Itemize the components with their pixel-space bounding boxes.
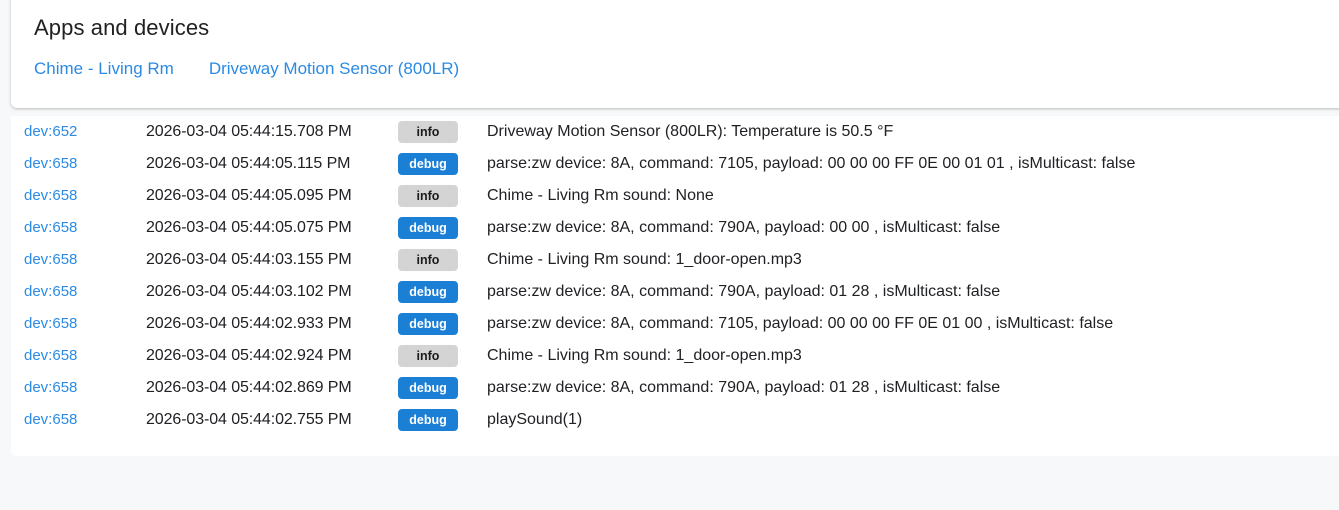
log-source-cell: dev:658 [11, 276, 146, 308]
log-source-cell: dev:658 [11, 404, 146, 436]
log-level-cell: info [398, 244, 478, 276]
log-message: parse:zw device: 8A, command: 7105, payl… [487, 155, 1136, 172]
log-source-link[interactable]: dev:652 [24, 123, 78, 140]
log-message: parse:zw device: 8A, command: 7105, payl… [487, 315, 1114, 332]
table-row[interactable]: dev:658 2026-03-04 05:44:02.933 PM debug pa… [11, 308, 1339, 340]
log-source-cell: dev:658 [11, 180, 146, 212]
log-message: parse:zw device: 8A, command: 790A, payl… [487, 283, 1001, 300]
log-timestamp: 2026-03-04 05:44:02.869 PM [146, 379, 352, 396]
log-timestamp: 2026-03-04 05:44:03.155 PM [146, 251, 352, 268]
log-message: playSound(1) [487, 411, 583, 428]
log-level-cell: debug [398, 372, 478, 404]
log-timestamp: 2026-03-04 05:44:02.755 PM [146, 411, 352, 428]
status-badge-debug[interactable]: debug [398, 312, 458, 335]
log-source-link[interactable]: dev:658 [24, 155, 78, 172]
status-badge-debug[interactable]: debug [398, 216, 458, 239]
apps-and-devices-card: Apps and devices Chime - Living Rm Drive… [11, 0, 1339, 108]
log-level-cell: debug [398, 276, 478, 308]
status-badge-info[interactable]: info [398, 184, 458, 207]
status-badge-info[interactable]: info [398, 120, 458, 143]
log-level-cell: info [398, 180, 478, 212]
log-level-cell: info [398, 116, 478, 148]
log-source-link[interactable]: dev:658 [24, 347, 78, 364]
log-source-cell: dev:652 [11, 116, 146, 148]
log-source-cell: dev:658 [11, 372, 146, 404]
log-timestamp: 2026-03-04 05:44:02.933 PM [146, 315, 352, 332]
status-badge-debug[interactable]: debug [398, 152, 458, 175]
page-title: Apps and devices [34, 15, 210, 40]
log-source-cell: dev:658 [11, 212, 146, 244]
status-badge-debug[interactable]: debug [398, 376, 458, 399]
log-message: Driveway Motion Sensor (800LR): Temperat… [487, 123, 894, 140]
log-source-cell: dev:658 [11, 244, 146, 276]
log-source-cell: dev:658 [11, 308, 146, 340]
log-source-cell: dev:658 [11, 340, 146, 372]
log-timestamp: 2026-03-04 05:44:05.075 PM [146, 219, 352, 236]
log-level-cell: debug [398, 148, 478, 180]
log-message: Chime - Living Rm sound: 1_door-open.mp3 [487, 251, 802, 268]
table-row[interactable]: dev:658 2026-03-04 05:44:03.155 PM info Chi… [11, 244, 1339, 276]
log-level-cell: debug [398, 212, 478, 244]
log-source-link[interactable]: dev:658 [24, 379, 78, 396]
status-badge-info[interactable]: info [398, 344, 458, 367]
device-tab-list: Chime - Living Rm Driveway Motion Sensor… [34, 57, 459, 81]
log-entries-card: dev:652 2026-03-04 05:44:15.708 PM info Dri… [11, 116, 1339, 456]
log-source-cell: dev:658 [11, 148, 146, 180]
status-badge-info[interactable]: info [398, 248, 458, 271]
log-timestamp: 2026-03-04 05:44:15.708 PM [146, 123, 352, 140]
log-message: Chime - Living Rm sound: None [487, 187, 714, 204]
table-row[interactable]: dev:658 2026-03-04 05:44:03.102 PM debug pa… [11, 276, 1339, 308]
table-row[interactable]: dev:658 2026-03-04 05:44:05.115 PM debug pa… [11, 148, 1339, 180]
table-row[interactable]: dev:658 2026-03-04 05:44:02.924 PM info Chi… [11, 340, 1339, 372]
table-row[interactable]: dev:658 2026-03-04 05:44:02.755 PM debug pl… [11, 404, 1339, 436]
log-level-cell: info [398, 340, 478, 372]
log-source-link[interactable]: dev:658 [24, 187, 78, 204]
log-level-cell: debug [398, 404, 478, 436]
status-badge-debug[interactable]: debug [398, 280, 458, 303]
page-left-gutter [0, 0, 11, 510]
log-message: parse:zw device: 8A, command: 790A, payl… [487, 379, 1001, 396]
device-tab-driveway-motion-sensor[interactable]: Driveway Motion Sensor (800LR) [208, 59, 460, 78]
table-row[interactable]: dev:658 2026-03-04 05:44:05.075 PM debug pa… [11, 212, 1339, 244]
log-table: dev:652 2026-03-04 05:44:15.708 PM info Dri… [11, 116, 1339, 436]
log-timestamp: 2026-03-04 05:44:05.115 PM [146, 155, 351, 172]
log-table-body: dev:652 2026-03-04 05:44:15.708 PM info Dri… [11, 116, 1339, 436]
log-timestamp: 2026-03-04 05:44:05.095 PM [146, 187, 352, 204]
log-timestamp: 2026-03-04 05:44:03.102 PM [146, 283, 352, 300]
log-source-link[interactable]: dev:658 [24, 315, 78, 332]
log-message: parse:zw device: 8A, command: 790A, payl… [487, 219, 1001, 236]
log-source-link[interactable]: dev:658 [24, 283, 78, 300]
log-source-link[interactable]: dev:658 [24, 251, 78, 268]
table-row[interactable]: dev:652 2026-03-04 05:44:15.708 PM info Dri… [11, 116, 1339, 148]
table-row[interactable]: dev:658 2026-03-04 05:44:02.869 PM debug pa… [11, 372, 1339, 404]
log-level-cell: debug [398, 308, 478, 340]
log-source-link[interactable]: dev:658 [24, 219, 78, 236]
device-tab-chime-living-rm[interactable]: Chime - Living Rm [34, 59, 174, 78]
log-message: Chime - Living Rm sound: 1_door-open.mp3 [487, 347, 802, 364]
table-row[interactable]: dev:658 2026-03-04 05:44:05.095 PM info Chi… [11, 180, 1339, 212]
status-badge-debug[interactable]: debug [398, 408, 458, 431]
log-source-link[interactable]: dev:658 [24, 411, 78, 428]
log-timestamp: 2026-03-04 05:44:02.924 PM [146, 347, 352, 364]
